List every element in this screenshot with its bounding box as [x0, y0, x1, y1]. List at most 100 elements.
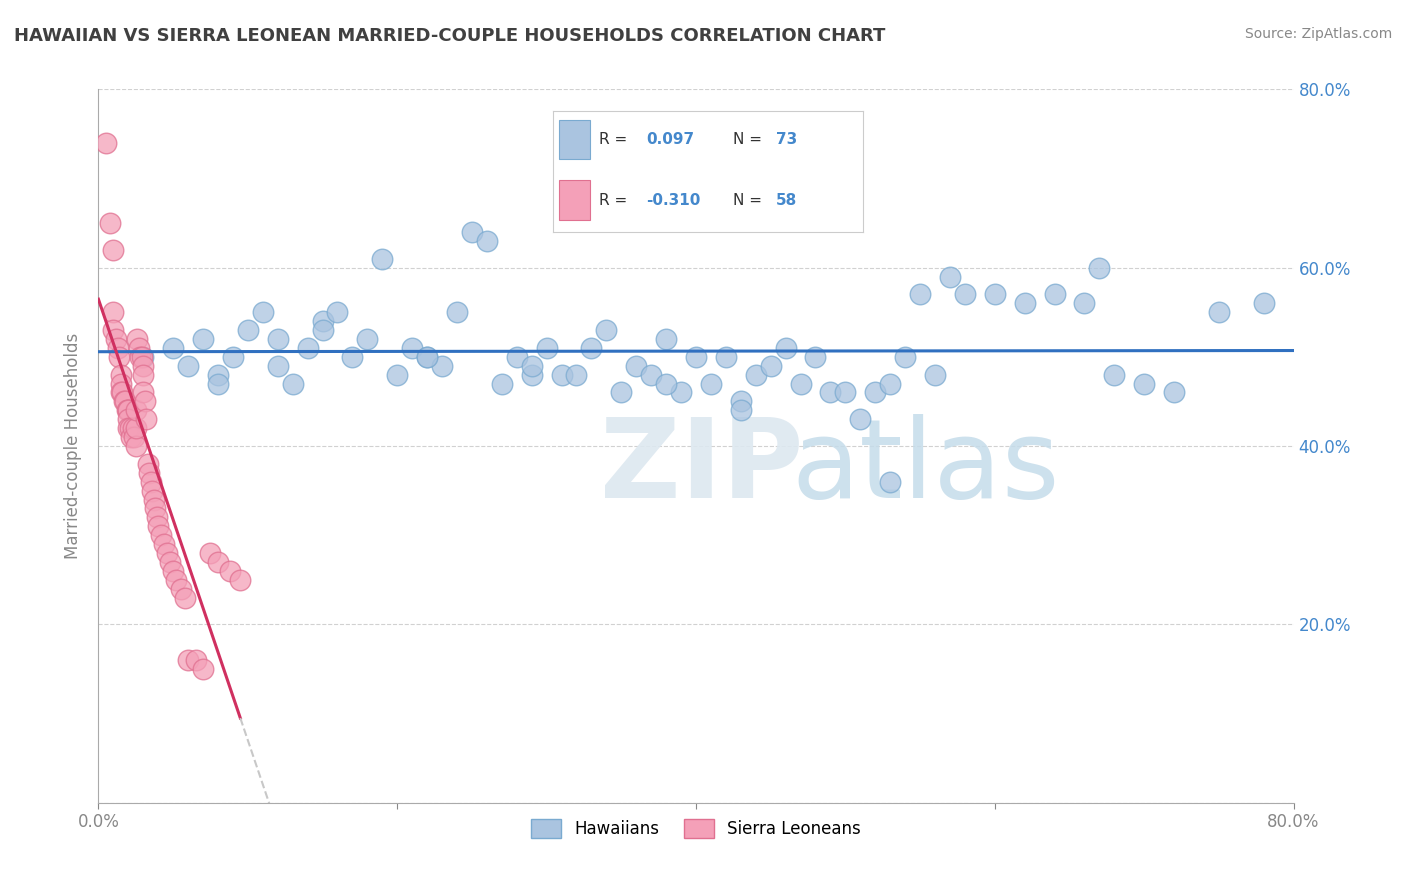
- Point: [120, 430, 142, 444]
- Point: [184, 653, 207, 667]
- Point: [446, 305, 468, 319]
- Point: [356, 332, 378, 346]
- Point: [107, 341, 129, 355]
- Point: [117, 412, 139, 426]
- Point: [371, 252, 394, 266]
- Point: [150, 528, 173, 542]
- Point: [685, 350, 707, 364]
- Point: [191, 332, 214, 346]
- Point: [1088, 260, 1111, 275]
- Point: [834, 385, 856, 400]
- Point: [108, 350, 131, 364]
- Point: [326, 305, 349, 319]
- Point: [132, 385, 155, 400]
- Point: [117, 403, 139, 417]
- Text: HAWAIIAN VS SIERRA LEONEAN MARRIED-COUPLE HOUSEHOLDS CORRELATION CHART: HAWAIIAN VS SIERRA LEONEAN MARRIED-COUPL…: [14, 27, 886, 45]
- Point: [129, 350, 152, 364]
- Point: [148, 519, 170, 533]
- Point: [207, 555, 229, 569]
- Point: [1208, 305, 1230, 319]
- Point: [252, 305, 274, 319]
- Point: [135, 412, 157, 426]
- Point: [1043, 287, 1066, 301]
- Point: [401, 341, 423, 355]
- Point: [169, 582, 191, 596]
- Point: [117, 403, 139, 417]
- Text: Source: ZipAtlas.com: Source: ZipAtlas.com: [1244, 27, 1392, 41]
- Point: [894, 350, 917, 364]
- Point: [159, 555, 181, 569]
- Point: [125, 403, 148, 417]
- Point: [849, 412, 872, 426]
- Point: [105, 332, 128, 346]
- Text: ZIP: ZIP: [600, 414, 804, 521]
- Point: [138, 466, 160, 480]
- Point: [132, 368, 155, 382]
- Point: [865, 385, 887, 400]
- Point: [759, 359, 782, 373]
- Point: [117, 421, 139, 435]
- Point: [110, 385, 132, 400]
- Point: [229, 573, 252, 587]
- Point: [132, 350, 155, 364]
- Point: [132, 359, 155, 373]
- Point: [114, 394, 136, 409]
- Point: [879, 475, 901, 489]
- Point: [103, 305, 125, 319]
- Point: [207, 376, 229, 391]
- Point: [121, 421, 143, 435]
- Point: [984, 287, 1007, 301]
- Point: [141, 483, 163, 498]
- Point: [924, 368, 946, 382]
- Point: [110, 376, 132, 391]
- Point: [416, 350, 439, 364]
- Point: [177, 653, 200, 667]
- Point: [156, 546, 179, 560]
- Point: [177, 359, 200, 373]
- Point: [789, 376, 811, 391]
- Point: [142, 492, 165, 507]
- Point: [222, 350, 245, 364]
- Point: [1104, 368, 1126, 382]
- Point: [162, 564, 184, 578]
- Point: [550, 368, 572, 382]
- Point: [134, 394, 156, 409]
- Point: [219, 564, 242, 578]
- Point: [745, 368, 768, 382]
- Point: [1014, 296, 1036, 310]
- Point: [115, 403, 138, 417]
- Point: [162, 341, 184, 355]
- Point: [475, 234, 498, 248]
- Point: [342, 350, 364, 364]
- Point: [581, 341, 603, 355]
- Point: [103, 323, 125, 337]
- Point: [655, 376, 678, 391]
- Point: [953, 287, 976, 301]
- Point: [730, 403, 752, 417]
- Point: [311, 323, 333, 337]
- Point: [385, 368, 409, 382]
- Point: [520, 359, 543, 373]
- Point: [236, 323, 259, 337]
- Point: [506, 350, 529, 364]
- Point: [124, 430, 146, 444]
- Point: [700, 376, 723, 391]
- Point: [1253, 296, 1275, 310]
- Point: [127, 332, 149, 346]
- Text: atlas: atlas: [792, 414, 1060, 521]
- Point: [110, 368, 132, 382]
- Point: [165, 573, 187, 587]
- Point: [143, 501, 166, 516]
- Point: [610, 385, 633, 400]
- Point: [267, 332, 290, 346]
- Point: [311, 314, 333, 328]
- Point: [111, 385, 134, 400]
- Point: [626, 359, 648, 373]
- Point: [595, 323, 617, 337]
- Point: [939, 269, 962, 284]
- Point: [174, 591, 197, 605]
- Point: [297, 341, 319, 355]
- Point: [153, 537, 176, 551]
- Point: [125, 421, 148, 435]
- Point: [118, 421, 141, 435]
